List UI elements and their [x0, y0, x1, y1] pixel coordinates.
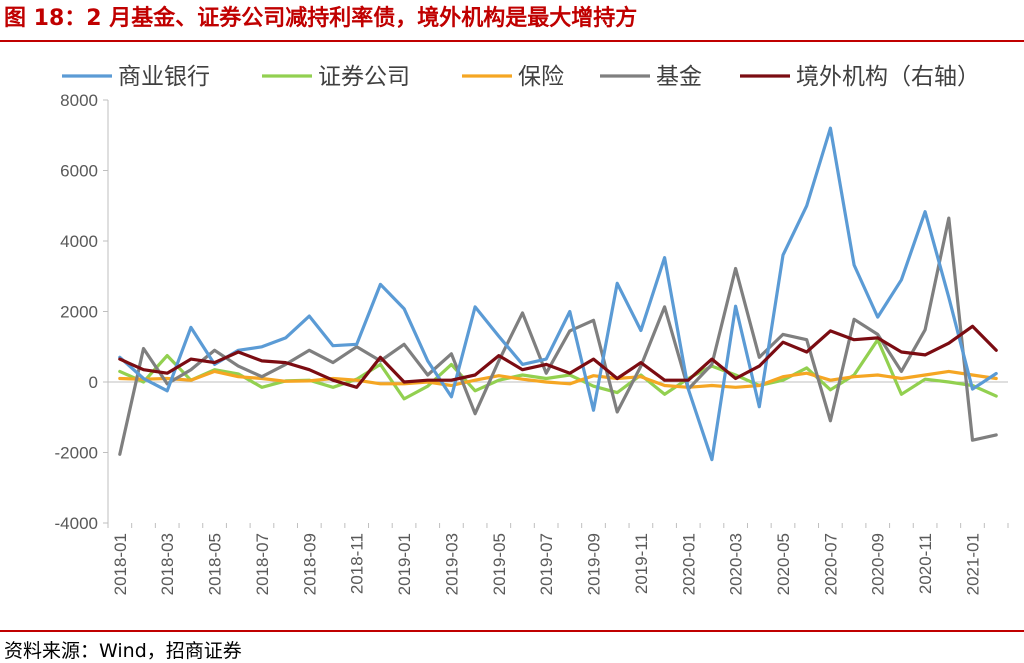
series-line	[118, 324, 998, 389]
x-tick-label: 2019-07	[537, 533, 556, 595]
x-tick-label: 2019-01	[395, 533, 414, 595]
x-tick-label: 2019-09	[585, 533, 604, 595]
x-tick-label: 2018-09	[300, 533, 319, 595]
legend-label: 商业银行	[118, 64, 210, 90]
x-axis-ticks: 2018-01 2018-03 2018-05 2018-07 2018-09 2018-…	[107, 523, 1009, 595]
series-line	[118, 369, 998, 389]
y-tick-label: 2000	[60, 303, 98, 322]
source-rule	[0, 630, 1024, 632]
y-tick-label: 4000	[60, 232, 98, 251]
x-tick-label: 2020-07	[821, 533, 840, 595]
legend-label: 基金	[656, 64, 702, 90]
x-tick-label: 2018-01	[111, 533, 130, 595]
x-tick-label: 2019-11	[632, 533, 651, 594]
x-tick-label: 2018-11	[348, 533, 367, 594]
legend-label: 境外机构（右轴）	[796, 64, 980, 90]
x-tick-label: 2020-11	[916, 533, 935, 594]
x-tick-label: 2018-05	[206, 533, 225, 595]
y-tick-label: -2000	[55, 444, 98, 463]
chart-legend: 商业银行 证券公司 保险 基金 境外机构（右轴）	[62, 64, 980, 90]
title-rule	[0, 40, 1024, 42]
x-tick-label: 2019-05	[490, 533, 509, 595]
x-tick-label: 2018-07	[253, 533, 272, 595]
chart-title: 图 18：2 月基金、证券公司减持利率债，境外机构是最大增持方	[4, 6, 638, 31]
y-tick-label: -4000	[55, 514, 98, 533]
legend-label: 保险	[518, 64, 564, 90]
x-tick-label: 2020-01	[679, 533, 698, 595]
x-tick-label: 2019-03	[442, 533, 461, 595]
series-line	[118, 216, 998, 456]
x-tick-label: 2020-05	[774, 533, 793, 595]
y-tick-label: 6000	[60, 162, 98, 181]
y-tick-label: 0	[89, 373, 98, 392]
line-chart: 商业银行 证券公司 保险 基金 境外机构（右轴） -4000 -2000 0 2000 4000…	[55, 64, 1009, 595]
x-tick-label: 2021-01	[963, 533, 982, 595]
series-line	[118, 126, 998, 462]
y-tick-label: 8000	[60, 91, 98, 110]
legend-label: 证券公司	[318, 64, 410, 90]
x-tick-label: 2018-03	[158, 533, 177, 595]
source-note: 资料来源：Wind，招商证券	[4, 640, 242, 662]
series-lines	[118, 126, 998, 462]
y-axis-ticks: -4000 -2000 0 2000 4000 6000 8000	[55, 91, 108, 533]
x-tick-label: 2020-03	[727, 533, 746, 595]
x-tick-label: 2020-09	[869, 533, 888, 595]
